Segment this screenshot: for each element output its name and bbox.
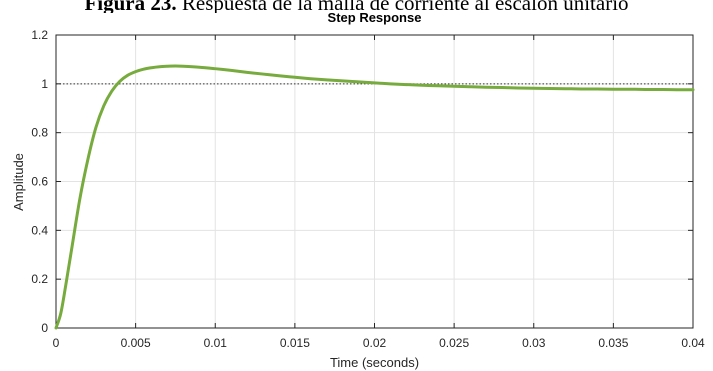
figure-caption-text: Respuesta de la malla de corriente al es… xyxy=(181,0,629,13)
x-tick-labels: 0 0.005 0.01 0.015 0.02 0.025 0.03 0.035 0.04 xyxy=(53,336,705,350)
x-tick-label: 0 xyxy=(53,336,60,350)
x-tick-label: 0.01 xyxy=(204,336,228,350)
y-tick-label: 0.8 xyxy=(31,126,48,140)
x-tick-label: 0.025 xyxy=(439,336,469,350)
y-tick-label: 0.2 xyxy=(31,272,48,286)
x-tick-label: 0.04 xyxy=(681,336,705,350)
y-tick-label: 0 xyxy=(41,321,48,335)
x-tick-label: 0.03 xyxy=(522,336,546,350)
figure-caption: Figura 23. Respuesta de la malla de corr… xyxy=(0,0,713,13)
y-tick-label: 1.2 xyxy=(31,28,48,42)
y-tick-label: 0.4 xyxy=(31,223,48,237)
y-tick-label: 1 xyxy=(41,77,48,91)
chart-title: Step Response xyxy=(328,10,422,25)
x-tick-label: 0.015 xyxy=(280,336,310,350)
y-tick-label: 0.6 xyxy=(31,175,48,189)
x-axis-label: Time (seconds) xyxy=(330,355,419,370)
x-tick-label: 0.035 xyxy=(598,336,628,350)
figure-caption-label: Figura 23. xyxy=(84,0,177,13)
y-tick-labels: 0 0.2 0.4 0.6 0.8 1 1.2 xyxy=(31,28,48,335)
y-axis-label: Amplitude xyxy=(11,153,26,211)
step-response-line xyxy=(54,64,695,330)
grid xyxy=(55,34,694,329)
x-tick-label: 0.02 xyxy=(363,336,387,350)
axis-ticks xyxy=(55,34,694,329)
x-tick-label: 0.005 xyxy=(121,336,151,350)
